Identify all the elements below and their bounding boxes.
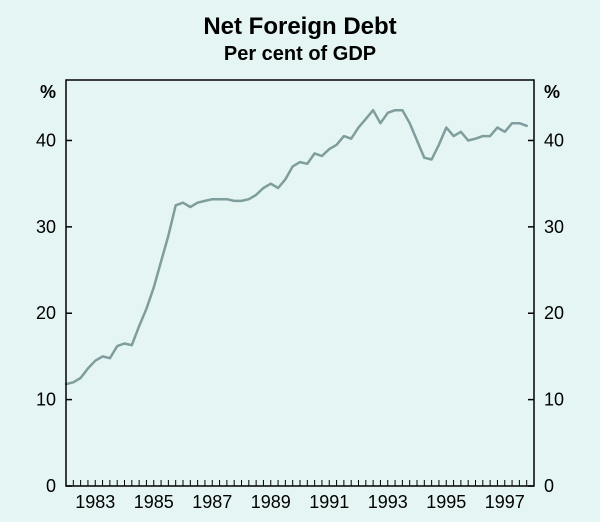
background [0, 0, 600, 522]
chart-svg: Net Foreign Debt Per cent of GDP % % 0 10… [0, 0, 600, 522]
x-tick-label: 1989 [251, 492, 291, 512]
y-tick-label: 20 [544, 303, 564, 323]
x-tick-label: 1991 [309, 492, 349, 512]
y-unit-left: % [40, 82, 56, 102]
chart-title: Net Foreign Debt [203, 13, 396, 40]
y-tick-label: 0 [46, 476, 56, 496]
y-tick-label: 10 [544, 390, 564, 410]
x-tick-label: 1987 [192, 492, 232, 512]
x-tick-label: 1985 [134, 492, 174, 512]
y-tick-label: 30 [36, 217, 56, 237]
y-tick-label: 20 [36, 303, 56, 323]
chart-subtitle: Per cent of GDP [224, 43, 376, 65]
x-tick-label: 1983 [75, 492, 115, 512]
y-tick-label: 40 [544, 130, 564, 150]
x-tick-label: 1997 [485, 492, 525, 512]
y-tick-label: 10 [36, 390, 56, 410]
y-tick-label: 30 [544, 217, 564, 237]
y-tick-label: 0 [544, 476, 554, 496]
y-unit-right: % [544, 82, 560, 102]
x-tick-label: 1995 [426, 492, 466, 512]
chart-container: Net Foreign Debt Per cent of GDP % % 0 10… [0, 0, 600, 522]
y-tick-label: 40 [36, 130, 56, 150]
x-tick-label: 1993 [368, 492, 408, 512]
